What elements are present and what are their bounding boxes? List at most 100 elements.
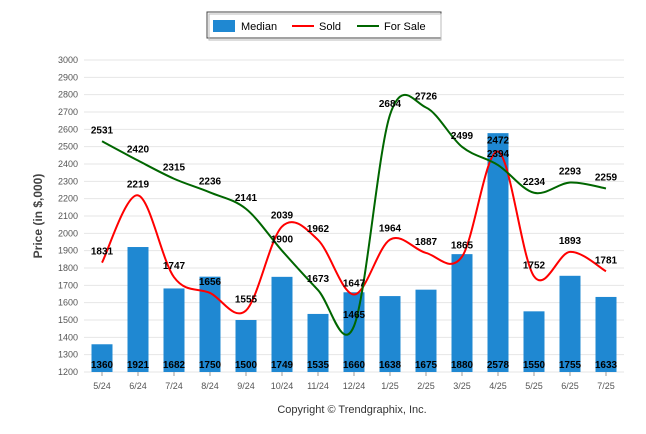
- legend-sold-label: Sold: [319, 21, 341, 33]
- median-value-label: 1550: [523, 360, 546, 371]
- median-value-label: 1660: [343, 360, 366, 371]
- sold-value-label: 1962: [307, 224, 330, 235]
- median-bars: [91, 133, 617, 372]
- y-tick-label: 2300: [58, 176, 78, 186]
- for-sale-value-label: 2420: [127, 145, 150, 156]
- y-tick-label: 2900: [58, 72, 78, 82]
- legend: Median Sold For Sale: [206, 11, 442, 41]
- y-tick-label: 2000: [58, 228, 78, 238]
- series-lines: [101, 93, 607, 336]
- y-tick-label: 2500: [58, 142, 78, 152]
- median-bar: [379, 296, 401, 372]
- y-tick-label: 2600: [58, 124, 78, 134]
- for-sale-value-label: 2499: [451, 131, 474, 142]
- y-tick-label: 1700: [58, 280, 78, 290]
- sold-line: [101, 150, 607, 315]
- for-sale-value-label: 2394: [487, 149, 510, 160]
- y-tick-label: 3000: [58, 55, 78, 65]
- x-tick-label: 3/25: [453, 381, 471, 391]
- median-value-label: 1500: [235, 360, 258, 371]
- median-value-label: 1921: [127, 360, 150, 371]
- median-value-label: 2578: [487, 360, 510, 371]
- median-bar: [559, 275, 581, 372]
- sold-value-label: 1893: [559, 236, 582, 247]
- sold-value-label: 2472: [487, 136, 510, 147]
- sold-value-label: 1656: [199, 277, 222, 288]
- x-tick-label: 5/25: [525, 381, 543, 391]
- median-bar: [487, 133, 509, 372]
- for-sale-value-label: 2531: [91, 125, 114, 136]
- for-sale-value-label: 2236: [199, 176, 222, 187]
- median-bar: [343, 292, 365, 372]
- y-tick-label: 2100: [58, 211, 78, 221]
- median-bar: [451, 254, 473, 372]
- x-tick-label: 6/24: [129, 381, 147, 391]
- sold-value-label: 1865: [451, 241, 474, 252]
- x-tick-label: 7/24: [165, 381, 183, 391]
- for-sale-value-label: 1465: [343, 310, 366, 321]
- for-sale-value-label: 2259: [595, 172, 618, 183]
- median-value-label: 1749: [271, 360, 294, 371]
- y-tick-label: 1200: [58, 367, 78, 377]
- y-tick-label: 1600: [58, 298, 78, 308]
- y-tick-label: 1500: [58, 315, 78, 325]
- sold-value-label: 1752: [523, 260, 546, 271]
- for-sale-value-label: 2141: [235, 193, 258, 204]
- for-sale-value-label: 2684: [379, 99, 402, 110]
- sold-value-label: 1964: [379, 224, 402, 235]
- x-tick-label: 6/25: [561, 381, 579, 391]
- median-bar: [271, 276, 293, 372]
- y-tick-label: 1300: [58, 350, 78, 360]
- y-tick-label: 1400: [58, 332, 78, 342]
- median-bar: [91, 344, 113, 372]
- for-sale-value-label: 1673: [307, 274, 330, 285]
- median-value-label: 1880: [451, 360, 474, 371]
- sold-value-label: 1887: [415, 237, 438, 248]
- median-value-label: 1535: [307, 360, 330, 371]
- x-tick-label: 7/25: [597, 381, 615, 391]
- x-tick-label: 5/24: [93, 381, 111, 391]
- x-axis-ticks: 5/24 6/24 7/24 8/24 9/24 10/24 11/24 12/24 1/25 2…: [93, 372, 615, 391]
- sold-value-label: 1831: [91, 247, 114, 258]
- y-tick-label: 2700: [58, 107, 78, 117]
- median-value-label: 1633: [595, 360, 618, 371]
- sold-value-label: 1747: [163, 261, 186, 272]
- y-tick-label: 1900: [58, 246, 78, 256]
- median-value-label: 1360: [91, 360, 114, 371]
- x-tick-label: 2/25: [417, 381, 435, 391]
- median-value-label: 1675: [415, 360, 438, 371]
- sold-value-label: 1555: [235, 294, 258, 305]
- sold-value-label: 2219: [127, 179, 150, 190]
- data-labels: 1360 1921 1682 1750 1500 1749 1535 1660 1638 1675…: [91, 91, 618, 371]
- for-sale-value-label: 2234: [523, 177, 546, 188]
- legend-median-label: Median: [241, 21, 277, 33]
- legend-for-sale-label: For Sale: [384, 21, 426, 33]
- copyright-credit: Copyright © Trendgraphix, Inc.: [277, 404, 426, 416]
- legend-median-swatch: [213, 20, 235, 32]
- median-bar: [163, 288, 185, 372]
- median-value-label: 1755: [559, 360, 582, 371]
- x-tick-label: 9/24: [237, 381, 255, 391]
- x-tick-label: 8/24: [201, 381, 219, 391]
- median-value-label: 1750: [199, 360, 222, 371]
- x-tick-label: 4/25: [489, 381, 507, 391]
- median-bar: [127, 247, 149, 372]
- x-tick-label: 12/24: [343, 381, 366, 391]
- sold-value-label: 2039: [271, 211, 294, 222]
- median-bar: [235, 320, 257, 372]
- for-sale-value-label: 2726: [415, 91, 438, 102]
- for-sale-value-label: 2315: [163, 163, 186, 174]
- for-sale-value-label: 1900: [271, 235, 294, 246]
- sold-value-label: 1647: [343, 279, 366, 290]
- x-tick-label: 1/25: [381, 381, 399, 391]
- for-sale-value-label: 2293: [559, 167, 582, 178]
- y-axis-ticks: 1200 1300 1400 1500 1600 1700 1800 1900 2000 2100…: [58, 55, 78, 377]
- median-value-label: 1638: [379, 360, 402, 371]
- y-tick-label: 2400: [58, 159, 78, 169]
- median-bar: [307, 313, 329, 372]
- median-bar: [523, 311, 545, 372]
- median-bar: [199, 276, 221, 372]
- y-tick-label: 1800: [58, 263, 78, 273]
- x-tick-label: 10/24: [271, 381, 294, 391]
